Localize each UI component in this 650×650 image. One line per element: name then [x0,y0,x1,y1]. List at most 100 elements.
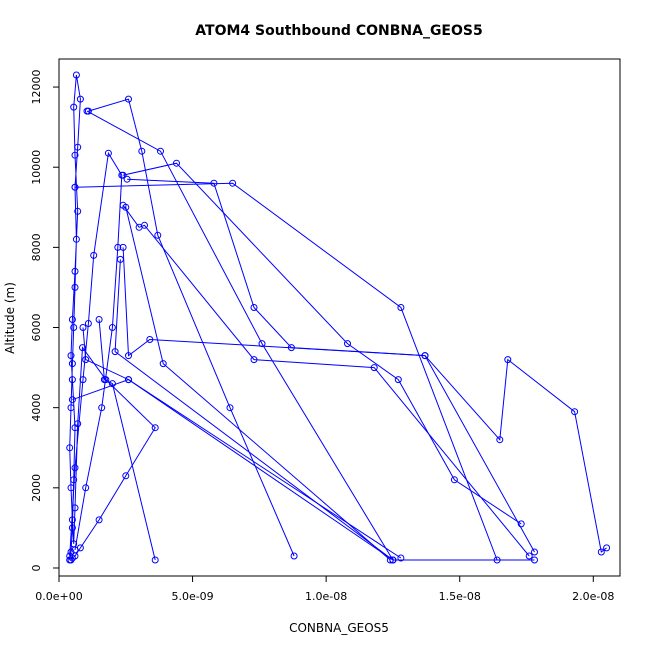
series-line [88,98,295,557]
series-line [69,74,156,561]
data-point [84,320,92,327]
data-point [138,147,146,155]
y-tick-label: 6000 [30,314,43,342]
series-line [86,110,394,561]
data-point [66,552,74,560]
y-tick-label: 12000 [30,70,43,105]
data-point [72,71,80,79]
data-point [125,352,132,360]
series-line [72,379,402,559]
chart-title: ATOM4 Southbound CONBNA_GEOS5 [195,23,482,39]
data-point [258,340,266,348]
x-tick-label: 1.0e-08 [305,590,347,603]
data-point [146,336,154,343]
data-point [344,340,351,348]
data-point [111,348,119,356]
series-12 [95,316,159,564]
y-tick-label: 0 [30,564,43,571]
data-point [90,251,98,259]
x-axis-label: CONBNA_GEOS5 [289,621,389,635]
data-point [119,171,127,179]
series-line [122,247,607,553]
x-tick-label: 2.0e-08 [572,590,614,603]
data-point [76,95,84,103]
series-line [122,205,530,557]
x-tick-label: 0.0e+00 [35,590,82,603]
data-point [95,316,103,323]
data-point [397,554,405,562]
data-point [531,548,538,556]
series-line [74,182,498,561]
data-point [114,243,122,251]
series-line [127,178,535,553]
data-point [68,524,76,532]
data-point [67,352,75,360]
data-point [571,408,579,416]
data-point [159,360,167,368]
series-10 [119,243,611,556]
data-point [517,520,525,528]
data-point [108,380,116,388]
series-line [82,327,394,561]
y-tick-label: 2000 [30,474,43,502]
y-axis: 0 2000 4000 6000 8000 10000 12000 [30,70,60,571]
y-tick-label: 10000 [30,150,43,185]
data-point [71,464,79,472]
data-point [83,107,91,115]
data-point [74,420,82,428]
data-point [68,316,76,323]
data-point [74,207,82,215]
series-14 [68,376,405,562]
series-8 [119,201,533,560]
data-point [394,376,402,384]
data-point [141,221,148,229]
data-point [151,556,159,564]
series-line [69,151,123,557]
data-point [71,546,79,554]
series-1 [66,71,159,564]
data-point [125,376,132,384]
y-tick-label: 4000 [30,394,43,422]
data-point [67,556,75,564]
data-point [226,404,234,412]
data-point [450,476,458,484]
data-point [82,484,90,492]
series-3 [84,95,298,560]
data-point [71,504,79,512]
x-tick-label: 5.0e-09 [171,590,213,603]
data-point [397,304,405,311]
data-point [122,203,130,211]
data-point [70,324,78,331]
data-point [79,344,86,352]
data-point [250,304,258,311]
data-point [82,356,90,364]
series-line [122,162,522,525]
data-point [122,472,130,480]
data-point [597,548,605,556]
data-point [71,283,79,291]
plot-frame [58,58,621,577]
data-point [123,175,131,183]
data-point [154,231,162,239]
series-4 [83,107,397,564]
data-point [71,183,79,191]
data-point [68,396,76,404]
data-point [100,376,108,384]
data-point [74,143,82,151]
series-line [98,319,156,561]
series-layer [66,71,611,564]
x-tick-label: 1.5e-08 [439,590,481,603]
data-point [370,364,378,372]
data-point [290,552,298,560]
data-point [66,444,74,452]
data-point [72,235,80,243]
series-line [114,259,535,561]
data-point [525,552,533,560]
data-point [151,424,159,432]
series-6 [123,175,538,556]
data-point [389,556,397,564]
data-point [119,243,127,251]
series-9 [122,203,394,564]
data-point [98,404,106,412]
